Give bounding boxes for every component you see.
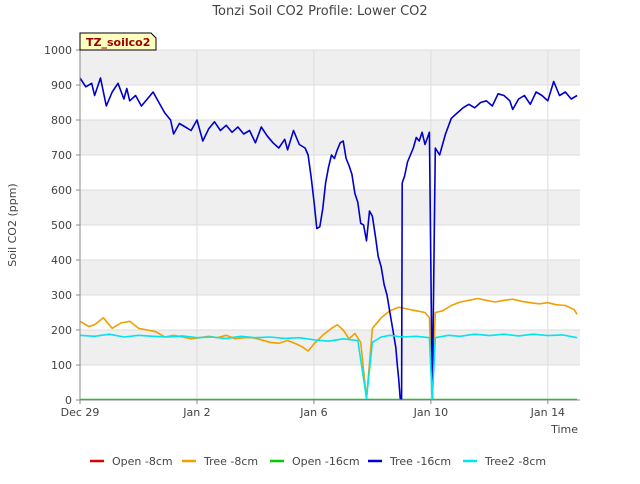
legend: Open -8cm Tree -8cm Open -16cm Tree -16cm Tr…	[90, 455, 546, 468]
x-axis-label: Time	[550, 423, 578, 436]
legend-item: Open -16cm	[270, 455, 360, 468]
legend-item: Open -8cm	[90, 455, 173, 468]
x-tick-label: Jan 6	[299, 406, 327, 419]
y-tick-label: 500	[51, 219, 72, 232]
x-tick-label: Jan 14	[530, 406, 565, 419]
y-tick-label: 100	[51, 359, 72, 372]
x-tick-label: Jan 10	[413, 406, 448, 419]
plot-band	[80, 330, 580, 365]
plot-band	[80, 120, 580, 155]
site-badge: TZ_soilco2	[79, 32, 157, 51]
legend-item: Tree -8cm	[182, 455, 258, 468]
plot-band	[80, 190, 580, 225]
y-tick-label: 200	[51, 324, 72, 337]
legend-item: Tree -16cm	[368, 455, 451, 468]
legend-label: Tree -8cm	[203, 455, 258, 468]
site-badge-label: TZ_soilco2	[86, 36, 150, 49]
plot-band	[80, 50, 580, 85]
y-tick-label: 800	[51, 114, 72, 127]
legend-label: Open -8cm	[112, 455, 173, 468]
y-tick-label: 700	[51, 149, 72, 162]
x-tick-label: Jan 2	[182, 406, 210, 419]
site-badge-box	[79, 32, 157, 51]
legend-label: Tree2 -8cm	[484, 455, 546, 468]
plot-band	[80, 260, 580, 295]
y-tick-label: 1000	[44, 44, 72, 57]
x-tick-label: Dec 29	[61, 406, 100, 419]
legend-item: Tree2 -8cm	[463, 455, 546, 468]
y-tick-label: 900	[51, 79, 72, 92]
series-line-tree-16cm	[79, 77, 578, 400]
legend-label: Tree -16cm	[389, 455, 451, 468]
y-axis-label: Soil CO2 (ppm)	[6, 183, 19, 266]
y-tick-label: 400	[51, 254, 72, 267]
chart-title: Tonzi Soil CO2 Profile: Lower CO2	[211, 4, 427, 19]
y-axis-ticks: 0 100 200 300 400 500 600 700 800 900 1000	[44, 44, 80, 407]
series-line-tree2-8cm	[79, 333, 578, 400]
legend-label: Open -16cm	[292, 455, 360, 468]
x-axis-ticks: Dec 29 Jan 2 Jan 6 Jan 10 Jan 14	[61, 400, 565, 419]
y-tick-label: 300	[51, 289, 72, 302]
y-tick-label: 0	[65, 394, 72, 407]
y-tick-label: 600	[51, 184, 72, 197]
